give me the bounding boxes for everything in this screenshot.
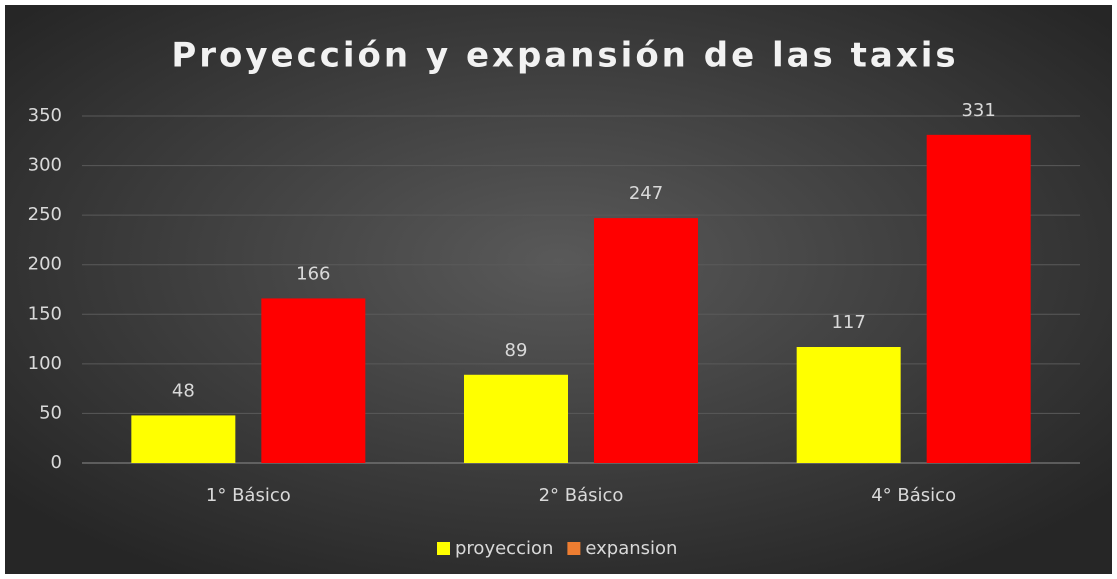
x-tick-label: 2° Básico [539, 485, 624, 506]
y-tick-label: 150 [28, 303, 62, 324]
bar [926, 134, 1031, 463]
bar [261, 298, 366, 463]
legend-swatch [567, 542, 581, 555]
legend-label: expansion [585, 538, 677, 559]
bar [796, 347, 901, 463]
y-tick-label: 250 [28, 204, 62, 225]
data-label: 331 [961, 100, 995, 121]
y-tick-label: 0 [51, 452, 62, 473]
bar [131, 415, 236, 463]
y-tick-label: 100 [28, 353, 62, 374]
legend-label: proyeccion [455, 538, 553, 559]
bar [464, 374, 568, 463]
bar [594, 218, 698, 463]
data-label: 247 [629, 183, 663, 204]
x-tick-label: 1° Básico [206, 485, 291, 506]
y-tick-label: 200 [28, 254, 62, 275]
data-label: 166 [296, 263, 330, 284]
data-label: 48 [172, 380, 195, 401]
x-tick-label: 4° Básico [871, 485, 956, 506]
y-tick-label: 350 [28, 105, 62, 126]
data-label: 117 [831, 312, 865, 333]
y-tick-label: 300 [28, 155, 62, 176]
data-label: 89 [505, 340, 528, 361]
chart-title: Proyección y expansión de las taxis [171, 36, 958, 76]
y-tick-label: 50 [39, 402, 62, 423]
legend-swatch [437, 542, 450, 555]
